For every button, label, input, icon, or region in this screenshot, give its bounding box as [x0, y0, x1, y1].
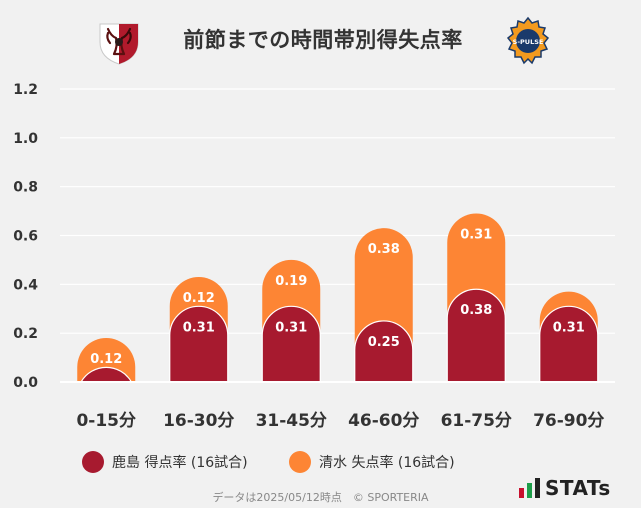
data-label-kashima: 0.31 [183, 320, 215, 335]
legend-swatch-kashima [82, 451, 104, 473]
x-tick-label: 61-75分 [441, 411, 512, 431]
data-label-shimizu: 0.12 [183, 291, 215, 306]
y-tick-label: 0.8 [13, 180, 38, 196]
bar-chart: 0.12 0.12 0.31 0.19 0.31 0.38 0.25 0.31 0.38 0.31… [13, 82, 615, 431]
y-tick-label: 0.4 [13, 277, 38, 293]
bar-kashima [169, 305, 229, 383]
data-label-kashima: 0.38 [460, 303, 492, 318]
chart-title: 前節までの時間帯別得失点率 [183, 28, 463, 52]
legend-label-shimizu: 清水 失点率 (16試合) [319, 455, 455, 471]
y-tick-label: 1.2 [13, 82, 38, 98]
kashima-antlers-logo-icon [99, 23, 139, 65]
legend-item-kashima: 鹿島 得点率 (16試合) [82, 450, 248, 474]
data-label-kashima: 0.25 [368, 335, 400, 350]
bar-kashima [354, 320, 414, 383]
bar-kashima [80, 366, 133, 383]
stats-brand-logo: STATs [519, 476, 611, 500]
data-label-shimizu: 0.38 [368, 242, 400, 257]
data-source-footer: データは2025/05/12時点 © SPORTERIA [212, 491, 429, 504]
data-label-kashima: 0.31 [553, 320, 585, 335]
shimizu-spulse-logo-icon: S-PULSE [506, 16, 550, 65]
data-label-shimizu: 0.19 [275, 274, 307, 289]
bar-kashima [446, 288, 506, 383]
y-tick-label: 0.2 [13, 326, 38, 342]
stats-brand-text: STATs [545, 476, 611, 500]
x-tick-label: 31-45分 [256, 411, 327, 431]
legend-swatch-shimizu [289, 451, 311, 473]
y-tick-label: 0.0 [13, 375, 38, 391]
chart-header: 前節までの時間帯別得失点率 S-PULSE [0, 0, 641, 80]
x-tick-label: 16-30分 [163, 411, 234, 431]
data-label-shimizu: 0.31 [460, 228, 492, 243]
data-label-shimizu: 0.12 [90, 352, 122, 367]
x-tick-label: 76-90分 [533, 411, 604, 431]
chart-legend: 鹿島 得点率 (16試合) 清水 失点率 (16試合) [82, 450, 562, 474]
legend-label-kashima: 鹿島 得点率 (16試合) [112, 455, 248, 471]
bar-kashima [539, 305, 599, 383]
x-tick-label: 46-60分 [348, 411, 419, 431]
logo-right-text: S-PULSE [513, 38, 544, 46]
legend-item-shimizu: 清水 失点率 (16試合) [289, 450, 455, 474]
x-tick-label: 0-15分 [76, 411, 136, 431]
y-tick-label: 0.6 [13, 229, 38, 245]
stats-bars-icon [519, 478, 540, 498]
bar-kashima [261, 305, 321, 383]
data-label-kashima: 0.31 [275, 320, 307, 335]
y-tick-label: 1.0 [13, 131, 38, 147]
